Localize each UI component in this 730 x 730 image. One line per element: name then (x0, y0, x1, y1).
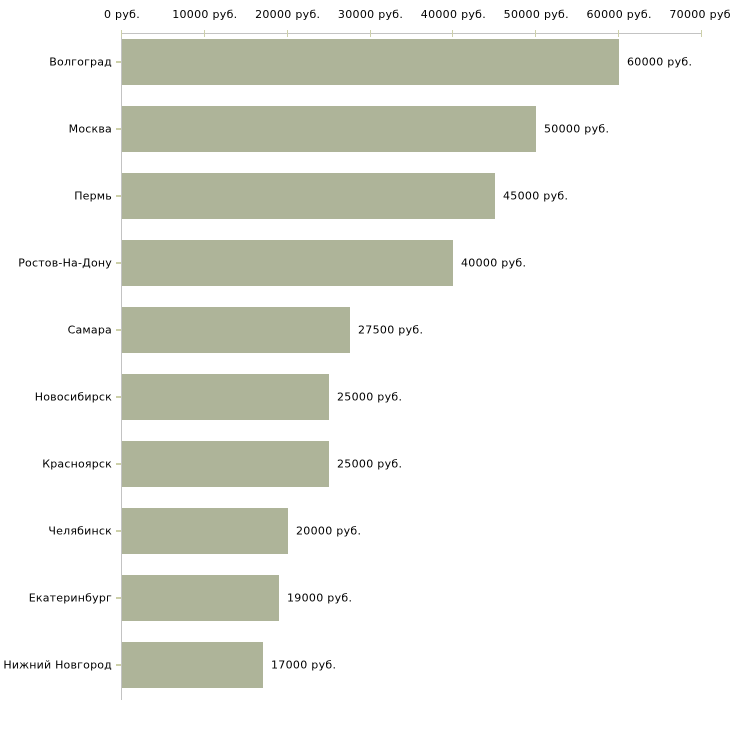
category-label: Самара (67, 323, 112, 336)
bar-Волгоград (122, 38, 619, 85)
y-tick-mark (116, 60, 121, 63)
category-label: Москва (68, 122, 112, 135)
x-tick-mark (203, 30, 205, 37)
category-label: Нижний Новгород (3, 658, 112, 671)
plot-area: 0 руб. 10000 руб. 20000 руб. 30000 руб. 4000… (3, 8, 730, 700)
bar-Челябинск (122, 507, 288, 554)
x-tick-label: 40000 руб. (420, 8, 487, 21)
value-label: 19000 руб. (287, 591, 353, 604)
value-label: 25000 руб. (337, 457, 403, 470)
y-tick-mark (116, 328, 121, 331)
x-tick-mark (535, 30, 537, 37)
y-tick-mark (116, 596, 121, 599)
x-tick-label: 20000 руб. (255, 8, 321, 21)
x-tick-label: 10000 руб. (172, 8, 238, 21)
x-tick-label: 60000 руб. (586, 8, 652, 21)
value-label: 40000 руб. (461, 256, 527, 269)
y-tick-mark (116, 663, 121, 666)
category-label: Екатеринбург (28, 591, 112, 604)
bar-Нижний Новгород (122, 641, 263, 688)
x-tick-label: 70000 руб. (669, 8, 730, 21)
x-tick-label: 30000 руб. (337, 8, 404, 21)
category-label: Челябинск (48, 524, 112, 537)
bar-Новосибирск (122, 373, 329, 420)
y-tick-mark (116, 127, 121, 130)
category-label: Пермь (74, 189, 112, 202)
x-tick-mark (121, 30, 122, 37)
bar-Москва (122, 105, 536, 152)
bar-Пермь (122, 172, 495, 219)
y-tick-mark (116, 261, 121, 264)
x-tick-mark (701, 30, 702, 37)
value-label: 17000 руб. (271, 658, 337, 671)
x-tick-mark (286, 30, 288, 37)
category-label: Новосибирск (34, 390, 112, 403)
y-tick-mark (116, 395, 121, 398)
bar-Екатеринбург (122, 574, 279, 621)
x-tick-label: 50000 руб. (503, 8, 569, 21)
x-tick-mark (452, 30, 454, 37)
value-label: 45000 руб. (503, 189, 569, 202)
value-label: 60000 руб. (627, 55, 693, 68)
value-label: 25000 руб. (337, 390, 403, 403)
x-tick-mark (618, 30, 620, 37)
y-tick-mark (116, 194, 121, 197)
y-tick-mark (116, 529, 121, 532)
category-label: Красноярск (42, 457, 112, 470)
value-label: 50000 руб. (544, 122, 610, 135)
value-label: 27500 руб. (358, 323, 424, 336)
x-tick-label: 0 руб. (103, 8, 141, 21)
x-tick-mark (369, 30, 371, 37)
bar-Ростов-На-Дону (122, 239, 453, 286)
bar-Самара (122, 306, 350, 353)
category-label: Волгоград (49, 55, 112, 68)
y-tick-mark (116, 462, 121, 465)
bar-Красноярск (122, 440, 329, 487)
value-label: 20000 руб. (296, 524, 362, 537)
category-label: Ростов-На-Дону (18, 256, 112, 269)
